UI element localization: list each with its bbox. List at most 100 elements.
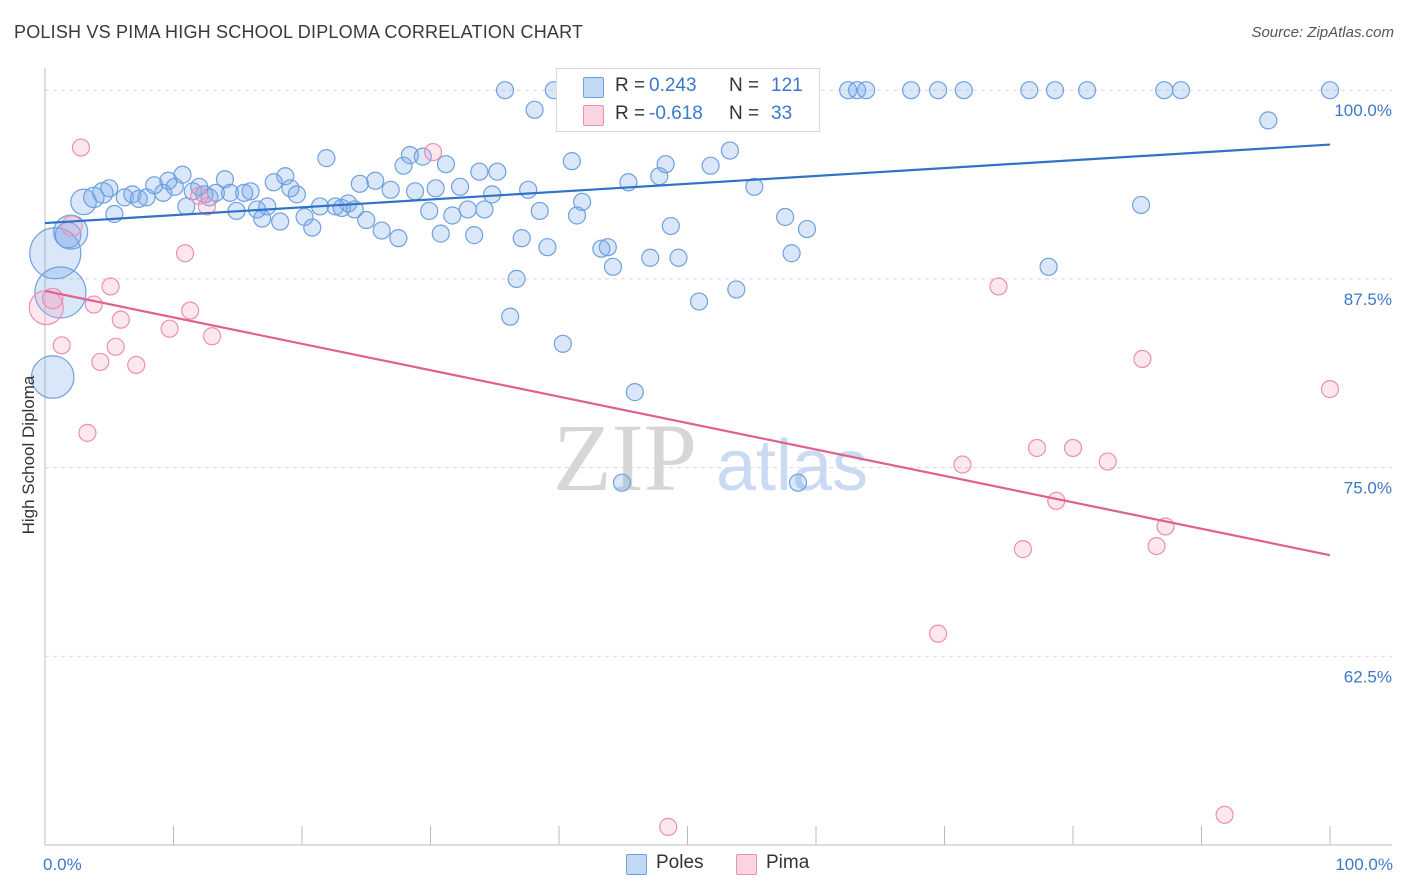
poles-point-111: [901, 81, 921, 100]
poles-n-label: N =: [729, 75, 760, 96]
pima-point-24: [1027, 438, 1047, 458]
watermark-atlas: atlas: [716, 426, 868, 506]
poles-point-25: [215, 170, 234, 189]
poles-point-55: [413, 147, 432, 166]
poles-point-73: [525, 100, 544, 119]
poles-point-52: [394, 156, 413, 175]
pima-r-value: -0.618: [649, 103, 703, 124]
poles-point-47: [357, 210, 376, 230]
poles-point-65: [475, 200, 494, 219]
stats-row-pima: R = -0.618 N = 33: [557, 100, 819, 128]
poles-point-0: [29, 227, 82, 280]
poles-point-54: [405, 182, 425, 201]
poles-point-88: [625, 383, 644, 402]
pima-point-17: [202, 327, 222, 346]
poles-point-50: [381, 180, 400, 199]
trend-lines: [44, 143, 1331, 557]
watermark-zip: ZIP: [553, 404, 697, 511]
poles-point-70: [507, 269, 526, 288]
poles-point-121: [1259, 111, 1278, 130]
pima-point-14: [181, 301, 200, 320]
pima-point-6: [84, 295, 103, 314]
poles-point-115: [1039, 257, 1058, 276]
pima-point-29: [1147, 536, 1166, 556]
poles-point-94: [669, 248, 688, 267]
pima-point-31: [1215, 805, 1234, 824]
poles-point-26: [220, 183, 240, 202]
poles-point-12: [129, 189, 148, 208]
poles-point-83: [592, 239, 611, 258]
y-axis-label: High School Diploma: [19, 375, 38, 534]
poles-point-122: [1320, 81, 1340, 100]
legend-poles-swatch: [626, 854, 647, 875]
poles-point-58: [431, 224, 450, 243]
pima-point-28: [1133, 349, 1152, 369]
pima-point-32: [1320, 379, 1340, 399]
poles-point-72: [519, 180, 538, 199]
legend-pima-label: Pima: [766, 852, 810, 873]
pima-point-3: [61, 215, 83, 237]
poles-point-120: [1171, 81, 1191, 100]
poles-n-value: 121: [771, 75, 803, 96]
pima-point-12: [160, 319, 179, 338]
legend-pima-swatch: [736, 854, 757, 875]
pima-point-16: [197, 197, 217, 216]
poles-point-63: [465, 226, 484, 245]
tick-labels: 62.5% 75.0% 87.5% 100.0% 0.0% 100.0%: [43, 101, 1393, 874]
watermark: ZIP atlas: [553, 404, 868, 511]
poles-point-56: [420, 201, 439, 221]
poles-point-67: [488, 162, 507, 181]
poles-point-62: [458, 200, 477, 219]
poles-points: [29, 81, 1340, 492]
poles-point-61: [450, 177, 470, 196]
poles-point-80: [573, 192, 592, 212]
poles-point-110: [857, 81, 876, 100]
pima-point-21: [953, 455, 972, 474]
poles-point-18: [173, 165, 192, 184]
poles-point-106: [788, 473, 808, 492]
poles-point-5: [70, 188, 97, 216]
pima-n-value: 33: [771, 103, 793, 124]
pima-point-27: [1098, 452, 1117, 471]
poles-point-8: [100, 179, 119, 198]
x-tick-label-1: 100.0%: [1335, 855, 1393, 874]
poles-trend-line: [44, 143, 1331, 225]
poles-point-57: [426, 179, 445, 198]
poles-point-68: [495, 81, 515, 100]
pima-point-19: [659, 817, 678, 836]
pima-n-label: N =: [729, 103, 760, 124]
poles-swatch: [583, 77, 604, 98]
poles-point-74: [530, 201, 549, 221]
poles-point-114: [1020, 81, 1039, 100]
poles-point-84: [598, 238, 617, 257]
pima-point-2: [52, 336, 71, 355]
legend-poles-label: Poles: [656, 852, 704, 873]
poles-point-46: [350, 174, 369, 193]
poles-point-93: [661, 216, 680, 236]
pima-r-label: R =: [615, 103, 646, 124]
stats-row-poles: R = 0.243 N = 121: [557, 72, 819, 100]
poles-point-32: [258, 197, 277, 216]
pima-point-9: [106, 337, 125, 356]
poles-point-104: [776, 207, 795, 227]
pima-trend-line: [44, 289, 1331, 557]
pima-point-5: [78, 423, 97, 442]
pima-point-13: [175, 244, 195, 263]
poles-point-118: [1132, 195, 1151, 215]
poles-point-49: [372, 221, 391, 240]
poles-point-59: [436, 155, 456, 174]
poles-point-37: [287, 185, 306, 204]
poles-point-101: [745, 177, 764, 196]
poles-point-97: [701, 156, 720, 175]
poles-point-34: [271, 212, 290, 231]
poles-point-105: [782, 244, 801, 263]
pima-point-23: [1013, 540, 1032, 559]
poles-point-79: [567, 206, 587, 225]
axes: [44, 68, 1392, 846]
y-tick-label-3: 100.0%: [1334, 101, 1392, 120]
pima-points: [28, 138, 1340, 836]
poles-point-96: [689, 292, 709, 311]
poles-point-48: [366, 171, 385, 190]
stats-box: R = 0.243 N = 121 R = -0.618 N = 33: [556, 68, 820, 132]
